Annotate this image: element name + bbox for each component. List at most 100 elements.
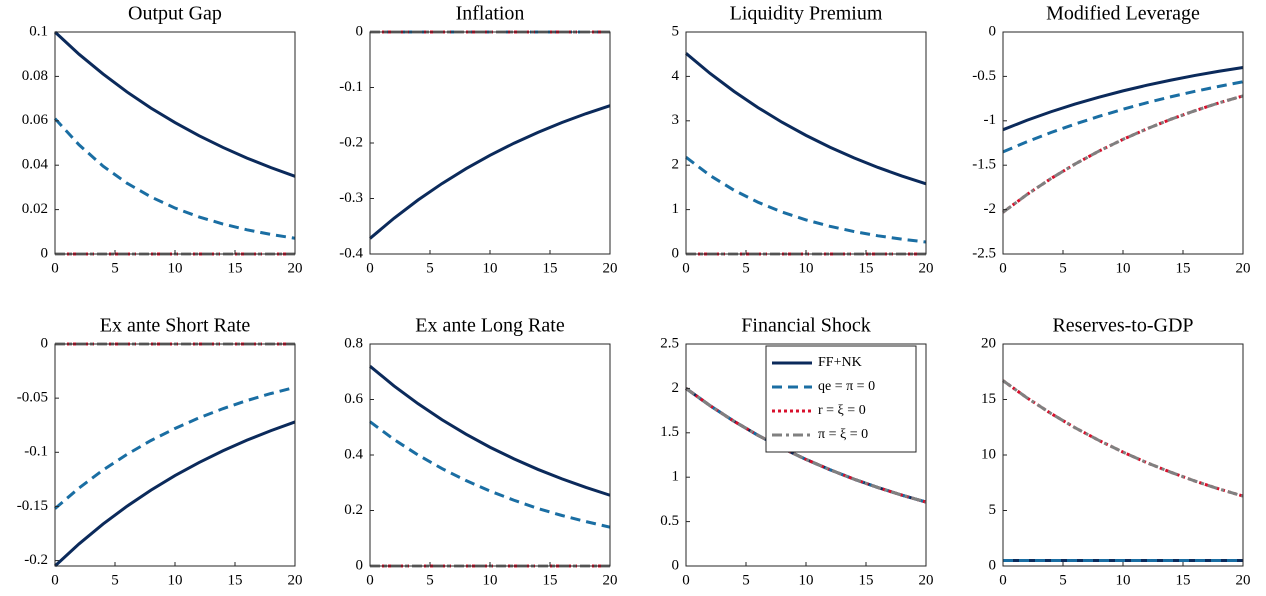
x-tick-label: 5 bbox=[742, 260, 750, 276]
subplot-title: Modified Leverage bbox=[1046, 3, 1200, 25]
y-tick-label: -0.15 bbox=[17, 498, 48, 514]
axes-box bbox=[1002, 343, 1244, 567]
x-tick-label: 15 bbox=[1176, 260, 1191, 276]
y-tick-label: 0.02 bbox=[22, 201, 48, 217]
y-tick-label: 0 bbox=[41, 245, 49, 261]
y-tick-label: -2 bbox=[984, 201, 997, 217]
y-tick-label: 0 bbox=[989, 23, 997, 39]
series-line bbox=[1002, 379, 1244, 498]
x-tick-label: 20 bbox=[603, 572, 618, 588]
x-tick-label: 20 bbox=[288, 260, 303, 276]
y-tick-label: 2.5 bbox=[660, 335, 679, 351]
series-line bbox=[1002, 379, 1244, 498]
y-tick-label: 10 bbox=[981, 446, 996, 462]
y-tick-label: 20 bbox=[981, 335, 996, 351]
x-tick-label: 10 bbox=[1116, 572, 1131, 588]
y-tick-label: 15 bbox=[981, 391, 996, 407]
y-tick-label: -0.3 bbox=[339, 190, 363, 206]
y-tick-label: -0.2 bbox=[339, 134, 363, 150]
y-tick-label: -0.1 bbox=[24, 444, 48, 460]
series-line bbox=[1002, 80, 1244, 154]
legend-label: r = ξ = 0 bbox=[818, 403, 866, 418]
x-tick-label: 5 bbox=[1059, 572, 1067, 588]
x-tick-label: 15 bbox=[1176, 572, 1191, 588]
x-tick-label: 0 bbox=[999, 260, 1007, 276]
x-tick-label: 15 bbox=[859, 572, 874, 588]
legend-label: qe = π = 0 bbox=[818, 379, 875, 394]
legend: FF+NK qe = π = 0 r = ξ = 0 π = ξ = 0 bbox=[765, 345, 917, 453]
subplot: Liquidity Premium 0 5 10 15 20 0 1 2 3 4 5 bbox=[672, 3, 934, 277]
subplot-title: Inflation bbox=[456, 3, 525, 25]
y-tick-label: 1 bbox=[672, 469, 680, 485]
subplot-title: Ex ante Long Rate bbox=[415, 315, 565, 337]
x-tick-label: 10 bbox=[799, 572, 814, 588]
legend-label: π = ξ = 0 bbox=[818, 427, 868, 442]
x-tick-label: 0 bbox=[682, 572, 690, 588]
x-tick-label: 10 bbox=[483, 572, 498, 588]
series-line bbox=[53, 117, 296, 240]
subplot: Inflation 0 5 10 15 20 -0.4 -0.3 -0.2 -0.1 0 bbox=[339, 3, 617, 277]
y-tick-label: 0.8 bbox=[344, 335, 363, 351]
series-line bbox=[369, 365, 611, 497]
y-tick-label: 0.08 bbox=[22, 68, 48, 84]
y-tick-label: -0.1 bbox=[339, 79, 363, 95]
subplot-title: Liquidity Premium bbox=[730, 3, 883, 25]
y-tick-label: -0.5 bbox=[972, 68, 996, 84]
y-tick-label: 0.2 bbox=[344, 502, 363, 518]
x-tick-label: 0 bbox=[999, 572, 1007, 588]
y-tick-label: 0 bbox=[989, 557, 997, 573]
subplot: Ex ante Short Rate 0 5 10 15 20 -0.2 -0.15 -0.1 -… bbox=[17, 315, 303, 589]
x-tick-label: 10 bbox=[483, 260, 498, 276]
series-line bbox=[685, 156, 927, 244]
axes-box bbox=[369, 31, 611, 255]
y-tick-label: 0 bbox=[41, 335, 49, 351]
subplot-title: Financial Shock bbox=[741, 315, 870, 337]
series-line bbox=[54, 385, 296, 510]
x-tick-label: 0 bbox=[51, 572, 59, 588]
x-tick-label: 5 bbox=[426, 260, 434, 276]
x-tick-label: 5 bbox=[111, 572, 119, 588]
x-tick-label: 20 bbox=[919, 260, 934, 276]
x-tick-label: 15 bbox=[859, 260, 874, 276]
x-tick-label: 15 bbox=[228, 260, 243, 276]
series-line bbox=[685, 52, 927, 186]
x-tick-label: 5 bbox=[426, 572, 434, 588]
y-tick-label: 0.1 bbox=[29, 23, 48, 39]
x-tick-label: 10 bbox=[168, 260, 183, 276]
y-tick-label: 1.5 bbox=[660, 424, 679, 440]
y-tick-label: 0 bbox=[672, 557, 680, 573]
legend-label: FF+NK bbox=[818, 355, 862, 370]
x-tick-label: 10 bbox=[168, 572, 183, 588]
x-tick-label: 15 bbox=[228, 572, 243, 588]
series-line bbox=[1002, 94, 1244, 214]
series-line bbox=[53, 420, 296, 568]
subplot: Modified Leverage 0 5 10 15 20 -2.5 -2 -1.5 -1 -0.… bbox=[972, 3, 1250, 277]
x-tick-label: 15 bbox=[543, 572, 558, 588]
y-tick-label: 3 bbox=[672, 112, 680, 128]
y-tick-label: 0.04 bbox=[22, 157, 49, 173]
x-tick-label: 5 bbox=[1059, 260, 1067, 276]
axes-box bbox=[1002, 31, 1244, 255]
y-tick-label: -2.5 bbox=[972, 245, 996, 261]
x-tick-label: 5 bbox=[742, 572, 750, 588]
series-line bbox=[369, 104, 611, 240]
y-tick-label: 0.4 bbox=[344, 446, 363, 462]
subplot: Reserves-to-GDP 0 5 10 15 20 0 5 10 15 20 bbox=[981, 315, 1251, 589]
series-line bbox=[1002, 66, 1244, 132]
y-tick-label: -0.2 bbox=[24, 552, 48, 568]
y-tick-label: 4 bbox=[672, 68, 680, 84]
series-line bbox=[685, 387, 927, 504]
axes-box bbox=[369, 343, 611, 567]
x-tick-label: 20 bbox=[603, 260, 618, 276]
subplot-title: Reserves-to-GDP bbox=[1052, 315, 1193, 337]
x-tick-label: 0 bbox=[366, 260, 374, 276]
series-line bbox=[369, 420, 611, 529]
y-tick-label: -1 bbox=[984, 112, 997, 128]
x-tick-label: 5 bbox=[111, 260, 119, 276]
y-tick-label: 0.6 bbox=[344, 391, 363, 407]
y-tick-label: -0.05 bbox=[17, 390, 48, 406]
series-line bbox=[53, 30, 296, 178]
y-tick-label: 1 bbox=[672, 201, 680, 217]
y-tick-label: 5 bbox=[672, 23, 680, 39]
